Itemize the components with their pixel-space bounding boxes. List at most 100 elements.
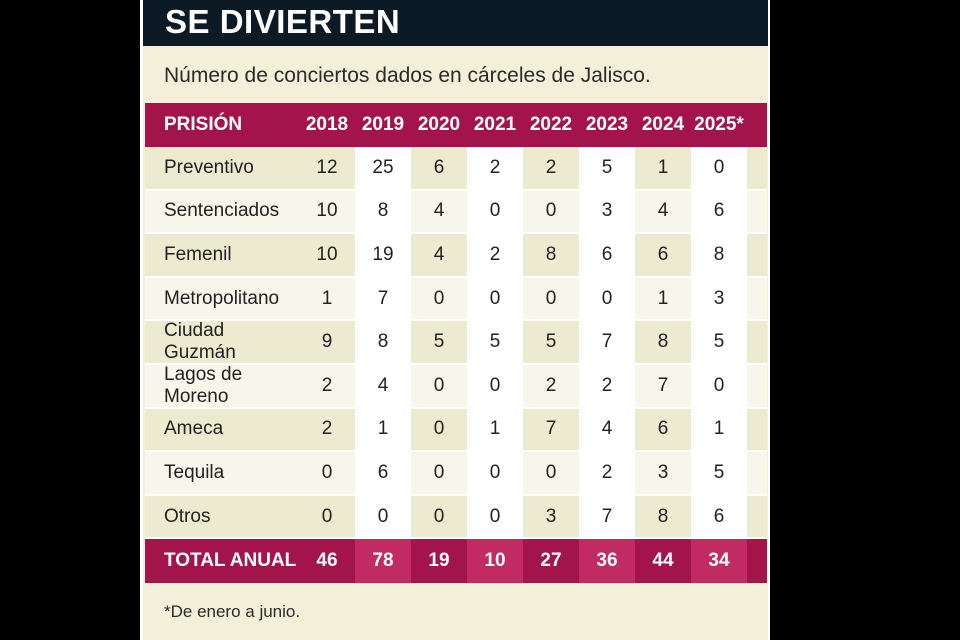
table-header-row: PRISIÓN 2018 2019 2020 2021 2022 2023 20… [145, 103, 767, 147]
total-cell-2021: 10 [467, 539, 523, 584]
row-label: Otros [164, 505, 211, 527]
table-cell: 6 [579, 234, 635, 276]
total-cell-2022: 27 [540, 550, 562, 572]
table-cell: 7 [579, 495, 635, 538]
column-header-prision: PRISIÓN [164, 114, 243, 135]
table-cell: 4 [433, 200, 445, 222]
table-cell: 7 [657, 374, 669, 396]
table-cell: 0 [433, 505, 445, 527]
column-header-2024: 2024 [641, 114, 685, 135]
table-cell: 8 [355, 321, 411, 363]
table-cell: 6 [433, 156, 445, 178]
table-cell: 0 [433, 374, 445, 396]
table-cell: 3 [691, 277, 747, 320]
table-cell: 7 [579, 321, 635, 363]
row-spacer [747, 452, 767, 494]
table-cell: 2 [321, 418, 333, 440]
column-header-2025: 2025* [694, 114, 744, 135]
row-label: Preventivo [164, 156, 254, 178]
total-cell-2023: 36 [579, 539, 635, 584]
table-cell: 0 [545, 461, 557, 483]
table-cell: 0 [545, 200, 557, 222]
total-cell-2020: 19 [428, 550, 450, 572]
table-cell: 0 [321, 461, 333, 483]
row-label: Tequila [164, 461, 225, 483]
table-cell: 6 [355, 452, 411, 494]
table-cell: 2 [467, 234, 523, 276]
table-cell: 0 [691, 364, 747, 407]
total-cell-2018: 46 [316, 550, 338, 572]
table-body: Preventivo 12 25 6 2 2 5 1 0 Sentenciados 10 8 4 0 0 3 4… [145, 147, 767, 540]
column-header-2019: 2019 [361, 114, 405, 135]
column-header-2018: 2018 [305, 114, 349, 135]
table-cell: 1 [467, 408, 523, 451]
table-row: Metropolitano 1 7 0 0 0 0 1 3 [145, 277, 767, 322]
table-cell: 2 [579, 452, 635, 494]
table-cell: 2 [321, 374, 333, 396]
table-cell: 4 [433, 243, 445, 265]
table-row: Tequila 0 6 0 0 0 2 3 5 [145, 452, 767, 496]
table-cell: 3 [579, 190, 635, 233]
table-cell: 8 [657, 331, 669, 353]
table-cell: 1 [657, 287, 669, 309]
total-cell-2024: 44 [652, 550, 674, 572]
row-spacer [747, 278, 767, 320]
table-cell: 0 [321, 505, 333, 527]
table-cell: 8 [691, 234, 747, 276]
subtitle: Número de conciertos dados en cárceles d… [164, 64, 651, 87]
table-cell: 0 [467, 190, 523, 233]
table-cell: 10 [316, 243, 338, 265]
table-cell: 5 [579, 147, 635, 189]
row-label: Ameca [164, 418, 224, 440]
table-cell: 6 [691, 495, 747, 538]
table-cell: 10 [316, 200, 338, 222]
table-cell: 5 [545, 331, 557, 353]
column-header-2021: 2021 [473, 114, 517, 135]
table-cell: 6 [657, 243, 669, 265]
table-cell: 1 [355, 408, 411, 451]
total-spacer [747, 539, 767, 583]
column-header-2020: 2020 [417, 114, 461, 135]
table-cell: 2 [545, 374, 557, 396]
table-row: Femenil 10 19 4 2 8 6 6 8 [145, 234, 767, 278]
row-label: Femenil [164, 243, 232, 265]
table-row: Sentenciados 10 8 4 0 0 3 4 6 [145, 190, 767, 235]
infographic-panel: SE DIVIERTEN Número de conciertos dados … [140, 0, 770, 640]
table-cell: 0 [355, 495, 411, 538]
table-cell: 25 [355, 147, 411, 189]
table-cell: 0 [467, 277, 523, 320]
row-label: Metropolitano [164, 287, 280, 309]
table-cell: 0 [467, 364, 523, 407]
table-cell: 19 [355, 234, 411, 276]
row-label: Sentenciados [164, 200, 280, 222]
row-spacer [747, 409, 767, 451]
table-cell: 1 [691, 408, 747, 451]
column-header-2022: 2022 [529, 114, 573, 135]
table-cell: 8 [545, 243, 557, 265]
row-spacer [747, 191, 767, 233]
table-cell: 1 [321, 287, 333, 309]
table-cell: 8 [355, 190, 411, 233]
table-cell: 8 [657, 505, 669, 527]
table-cell: 3 [657, 461, 669, 483]
footnote: *De enero a junio. [164, 602, 301, 621]
row-spacer [747, 496, 767, 538]
row-label: Ciudad Guzmán [164, 320, 236, 364]
row-spacer [747, 234, 767, 276]
table-cell: 0 [545, 287, 557, 309]
table-cell: 0 [467, 495, 523, 538]
concerts-table: PRISIÓN 2018 2019 2020 2021 2022 2023 20… [145, 103, 767, 584]
row-spacer [747, 365, 767, 407]
row-spacer [747, 147, 767, 189]
table-cell: 4 [657, 200, 669, 222]
table-cell: 7 [545, 418, 557, 440]
row-label: Lagos de Moreno [164, 363, 243, 407]
page-title: SE DIVIERTEN [165, 3, 401, 40]
total-cell-2025: 34 [691, 539, 747, 584]
title-bar: SE DIVIERTEN [143, 0, 768, 46]
total-cell-2019: 78 [355, 539, 411, 584]
table-cell: 6 [657, 418, 669, 440]
table-cell: 2 [545, 156, 557, 178]
table-cell: 2 [467, 147, 523, 189]
table-cell: 4 [579, 408, 635, 451]
